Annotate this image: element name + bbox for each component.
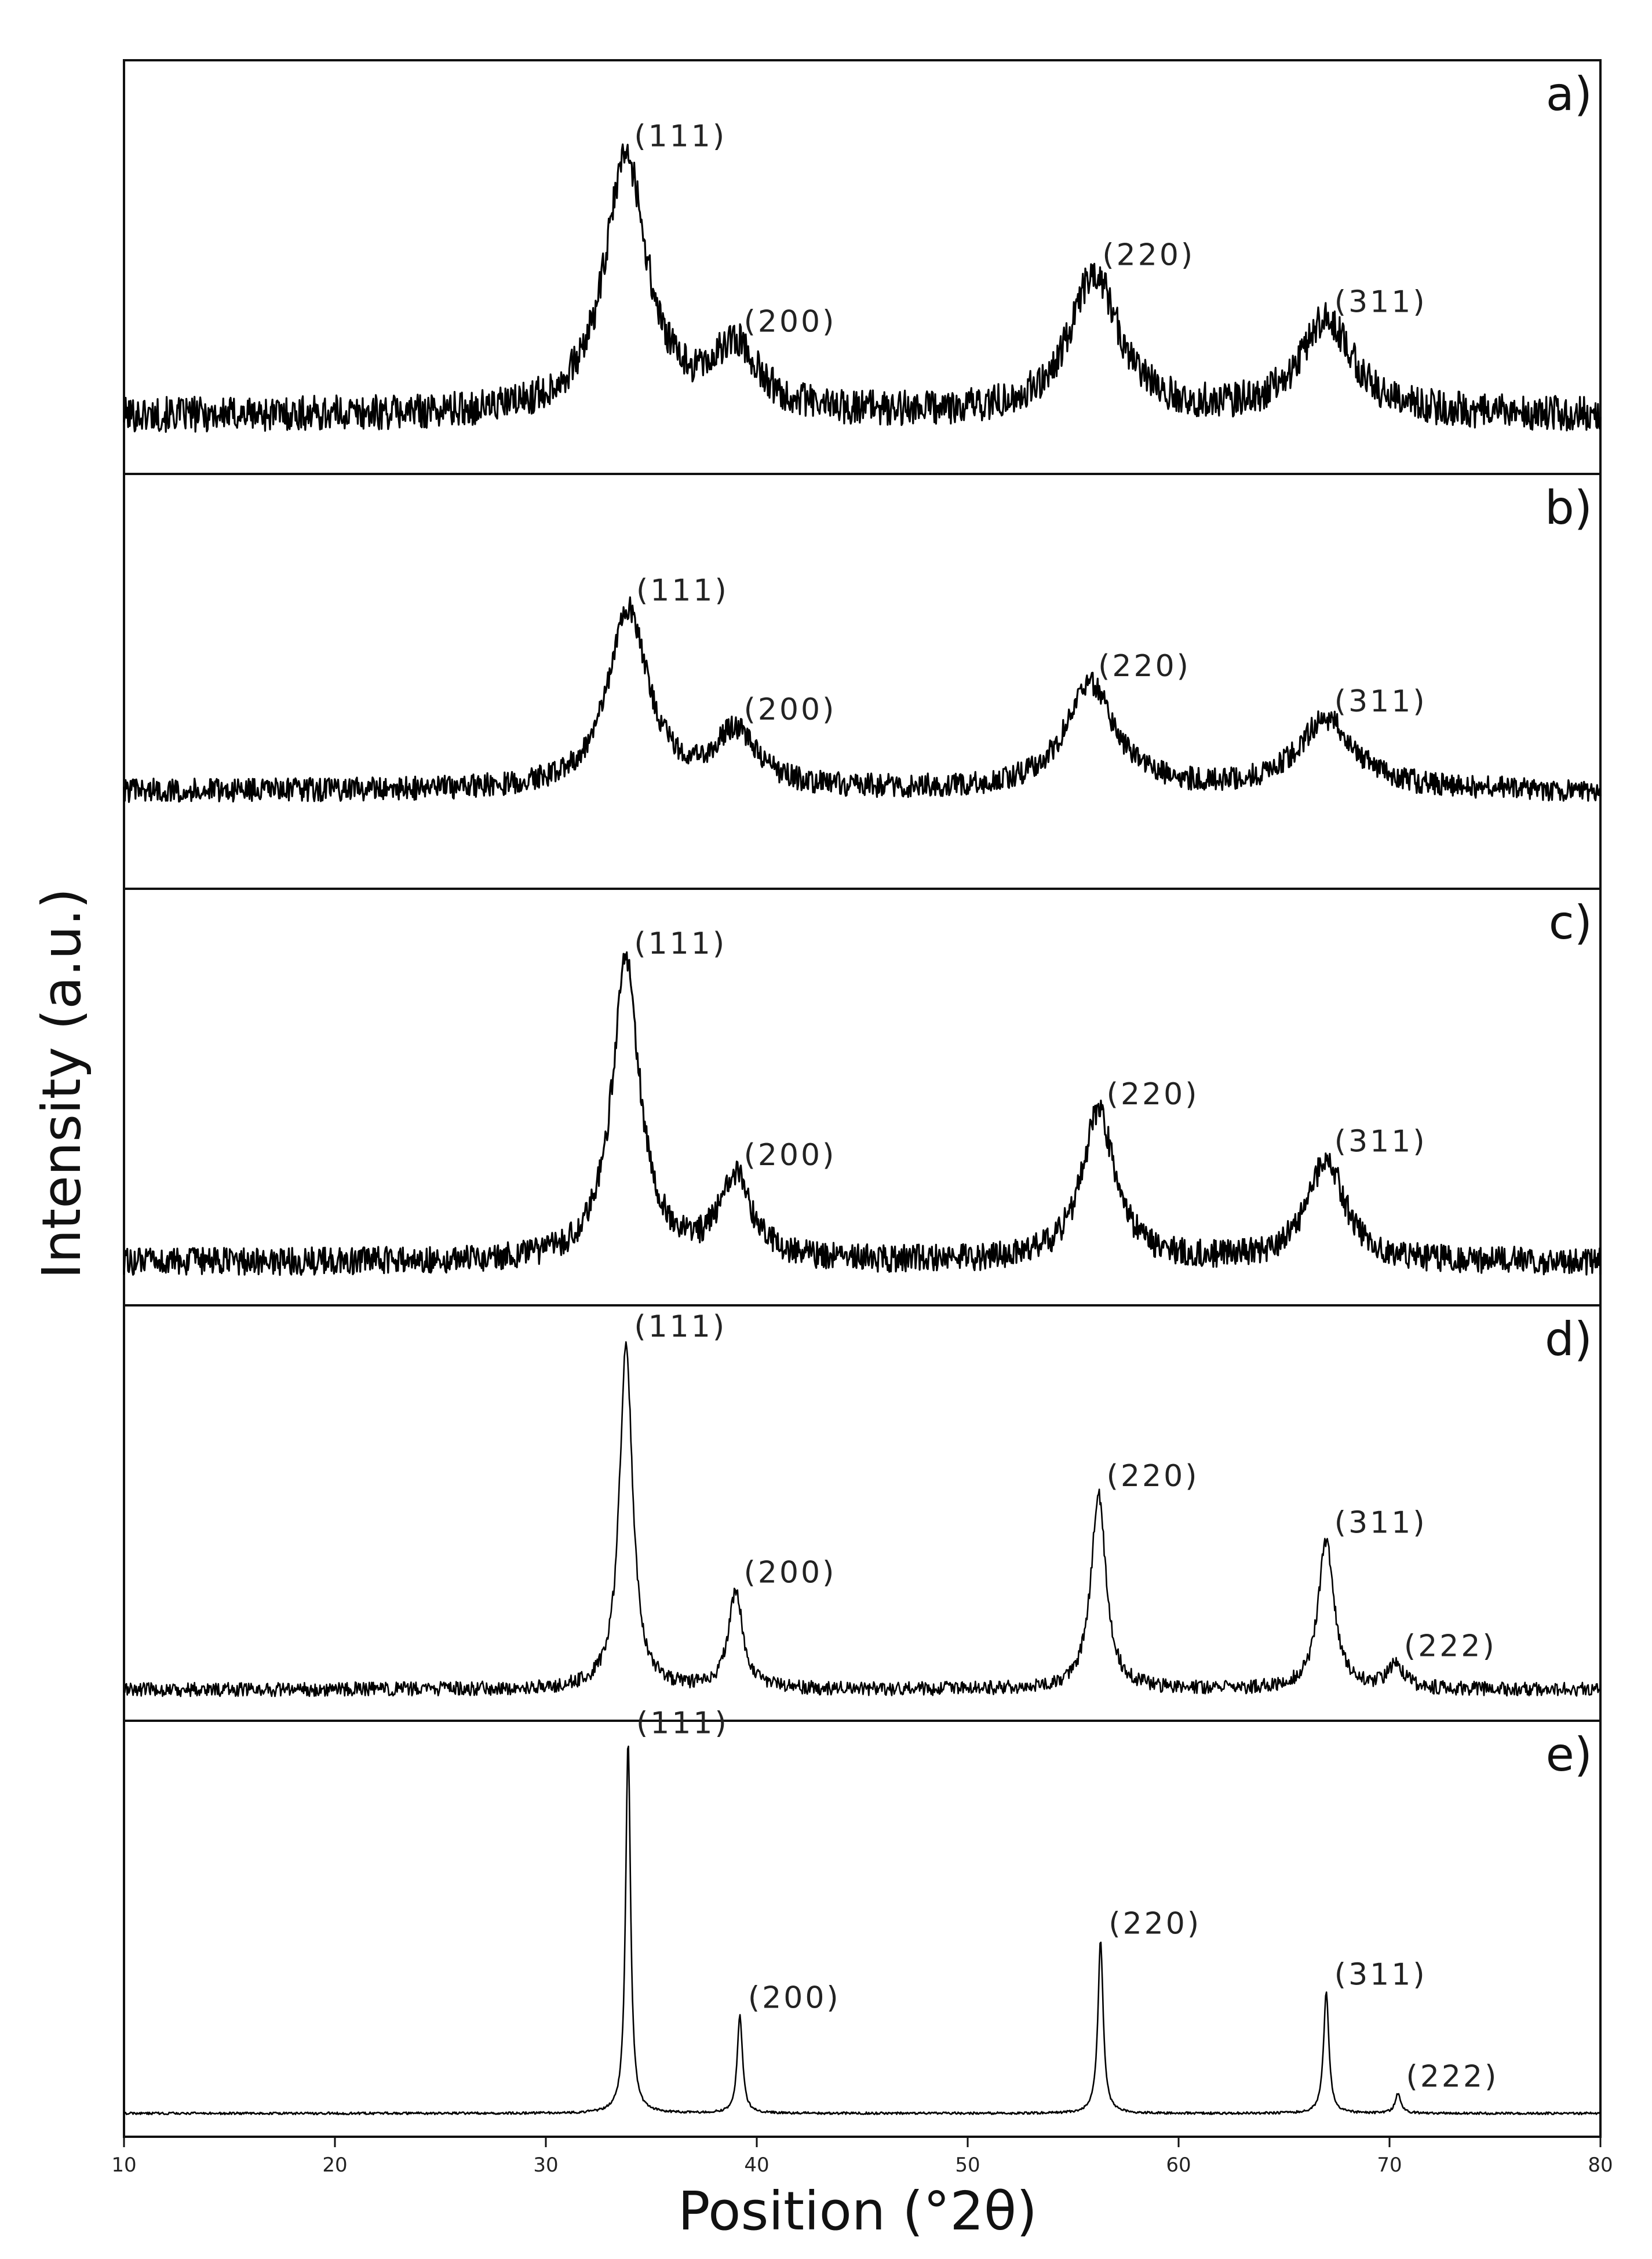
x-tick-label: 50 (955, 2154, 980, 2177)
x-tick-label: 20 (322, 2154, 347, 2177)
xrd-trace (123, 143, 1602, 433)
peak-label: (222) (1406, 2059, 1499, 2094)
panel-frame (123, 473, 1602, 890)
peak-label: (220) (1102, 238, 1195, 273)
panel-letter: c) (1549, 896, 1592, 950)
panel-d: (111) (200) (220) (311) (222) d) (123, 1304, 1602, 1722)
panel-c: (111) (200) (220) (311) c) (123, 888, 1602, 1307)
xrd-trace (123, 951, 1602, 1276)
peak-label: (200) (744, 1138, 837, 1173)
peak-label: (200) (748, 1981, 841, 2016)
peak-label: (311) (1334, 1957, 1427, 1992)
x-tick-label: 10 (111, 2154, 136, 2177)
x-tick-label: 70 (1377, 2154, 1402, 2177)
peak-label: (111) (634, 119, 727, 154)
x-axis: 10 20 30 40 50 60 70 80 (111, 2137, 1613, 2177)
y-axis-title: Intensity (a.u.) (31, 888, 93, 1279)
panel-b: (111) (200) (220) (311) b) (123, 473, 1602, 890)
panels: (111) (200) (220) (311) a) (111) (200) (220) (31… (123, 59, 1602, 2138)
peak-label: (111) (636, 1706, 729, 1740)
panel-letter: b) (1545, 481, 1592, 535)
peak-label: (220) (1098, 649, 1191, 684)
xrd-trace (123, 596, 1602, 803)
peak-label: (111) (636, 573, 729, 608)
x-tick-label: 80 (1588, 2154, 1613, 2177)
x-tick-label: 30 (533, 2154, 558, 2177)
peak-label: (220) (1107, 1459, 1199, 1494)
panel-a: (111) (200) (220) (311) a) (123, 59, 1602, 475)
peak-label: (200) (744, 1556, 837, 1590)
x-tick-label: 40 (744, 2154, 769, 2177)
x-tick-label: 60 (1166, 2154, 1191, 2177)
peak-label: (200) (744, 692, 837, 727)
panel-e: (111) (200) (220) (311) (222) e) (123, 1706, 1602, 2138)
peak-label: (220) (1108, 1906, 1201, 1941)
peak-label: (200) (744, 305, 837, 340)
x-axis-title: Position (°2θ) (678, 2180, 1037, 2242)
peak-label: (111) (634, 926, 727, 961)
xrd-trace (123, 1341, 1602, 1698)
panel-letter: a) (1546, 67, 1592, 121)
xrd-trace (123, 1745, 1601, 2115)
panel-frame (123, 1720, 1602, 2138)
peak-label: (311) (1334, 684, 1427, 719)
peak-label: (222) (1404, 1629, 1497, 1663)
panel-letter: d) (1545, 1312, 1592, 1366)
peak-label: (111) (634, 1309, 727, 1344)
peak-label: (311) (1334, 1506, 1427, 1541)
peak-label: (311) (1334, 1125, 1427, 1159)
panel-letter: e) (1546, 1728, 1592, 1782)
peak-label: (220) (1107, 1077, 1199, 1112)
peak-label: (311) (1334, 285, 1427, 320)
